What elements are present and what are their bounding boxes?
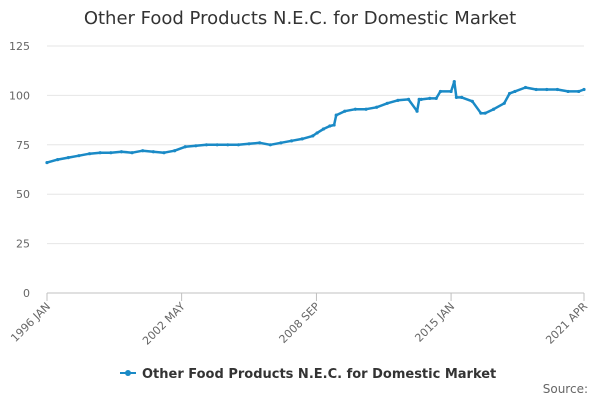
data-point[interactable]: [315, 131, 319, 135]
data-point[interactable]: [226, 143, 230, 147]
x-tick-label: 2002 MAY: [140, 300, 188, 348]
x-tick-label: 2021 APR: [543, 300, 590, 347]
data-point[interactable]: [479, 111, 483, 115]
data-point[interactable]: [56, 158, 60, 162]
data-point[interactable]: [523, 85, 528, 90]
data-point[interactable]: [268, 143, 272, 147]
data-point[interactable]: [332, 123, 336, 127]
data-point[interactable]: [98, 151, 102, 155]
data-point[interactable]: [577, 89, 581, 94]
data-point[interactable]: [258, 141, 262, 145]
data-point[interactable]: [502, 101, 506, 105]
legend-label: Other Food Products N.E.C. for Domestic …: [142, 367, 496, 382]
data-point[interactable]: [328, 124, 332, 128]
data-point[interactable]: [492, 107, 496, 111]
x-tick-label: 2008 SEP: [277, 300, 323, 346]
legend-swatch-marker: [125, 370, 131, 376]
data-point[interactable]: [513, 89, 517, 94]
gridlines: 0 25 50 75 100 125: [9, 40, 584, 300]
data-point[interactable]: [87, 152, 92, 156]
data-point[interactable]: [507, 91, 512, 96]
source-label[interactable]: Source:: [543, 382, 588, 396]
data-point[interactable]: [428, 96, 432, 100]
data-point[interactable]: [119, 150, 124, 154]
y-tick-label: 125: [9, 40, 30, 53]
data-point[interactable]: [109, 151, 113, 155]
data-point[interactable]: [311, 134, 315, 138]
data-point[interactable]: [343, 109, 347, 113]
data-point[interactable]: [194, 144, 198, 148]
data-point[interactable]: [279, 141, 283, 145]
x-axis: 1996 JAN 2002 MAY 2008 SEP 2015 JAN 2021 APR: [8, 293, 590, 348]
series-line[interactable]: [45, 80, 586, 164]
data-point[interactable]: [582, 87, 586, 92]
data-point[interactable]: [385, 101, 389, 105]
x-tick-label: 1996 JAN: [8, 300, 53, 345]
y-tick-label: 25: [16, 238, 30, 251]
data-point[interactable]: [130, 151, 134, 155]
data-point[interactable]: [215, 143, 219, 147]
data-point[interactable]: [406, 97, 411, 101]
y-tick-label: 75: [16, 139, 30, 152]
data-point[interactable]: [534, 87, 538, 92]
legend[interactable]: Other Food Products N.E.C. for Domestic …: [120, 367, 496, 382]
data-point[interactable]: [483, 111, 487, 115]
y-tick-label: 0: [23, 287, 30, 300]
data-point[interactable]: [396, 98, 400, 102]
data-point[interactable]: [321, 127, 326, 131]
chart-title: Other Food Products N.E.C. for Domestic …: [84, 8, 516, 29]
data-point[interactable]: [470, 99, 474, 103]
data-point[interactable]: [300, 137, 304, 141]
y-tick-label: 100: [9, 89, 30, 102]
data-point[interactable]: [183, 145, 187, 149]
data-point[interactable]: [204, 143, 209, 147]
data-point[interactable]: [545, 87, 549, 92]
data-point[interactable]: [173, 149, 177, 153]
data-point[interactable]: [566, 89, 570, 94]
data-point[interactable]: [247, 142, 251, 146]
data-point[interactable]: [449, 89, 453, 94]
data-point[interactable]: [334, 113, 338, 117]
x-tick-label: 2015 JAN: [412, 300, 457, 345]
data-point[interactable]: [236, 143, 241, 147]
series-layer: [45, 79, 586, 165]
data-point[interactable]: [45, 160, 49, 165]
data-point[interactable]: [289, 139, 294, 143]
data-point[interactable]: [375, 105, 379, 109]
data-point[interactable]: [66, 156, 70, 160]
data-point[interactable]: [162, 151, 166, 155]
data-point[interactable]: [415, 109, 419, 113]
data-point[interactable]: [460, 95, 464, 99]
data-point[interactable]: [353, 107, 357, 111]
data-point[interactable]: [141, 149, 145, 153]
data-point[interactable]: [438, 89, 443, 94]
data-point[interactable]: [419, 97, 423, 101]
data-point[interactable]: [151, 150, 155, 154]
data-point[interactable]: [452, 79, 456, 84]
data-point[interactable]: [434, 96, 438, 100]
data-point[interactable]: [555, 87, 560, 92]
data-point[interactable]: [364, 107, 368, 111]
y-tick-label: 50: [16, 188, 30, 201]
data-point[interactable]: [454, 95, 458, 99]
data-point[interactable]: [77, 154, 81, 158]
